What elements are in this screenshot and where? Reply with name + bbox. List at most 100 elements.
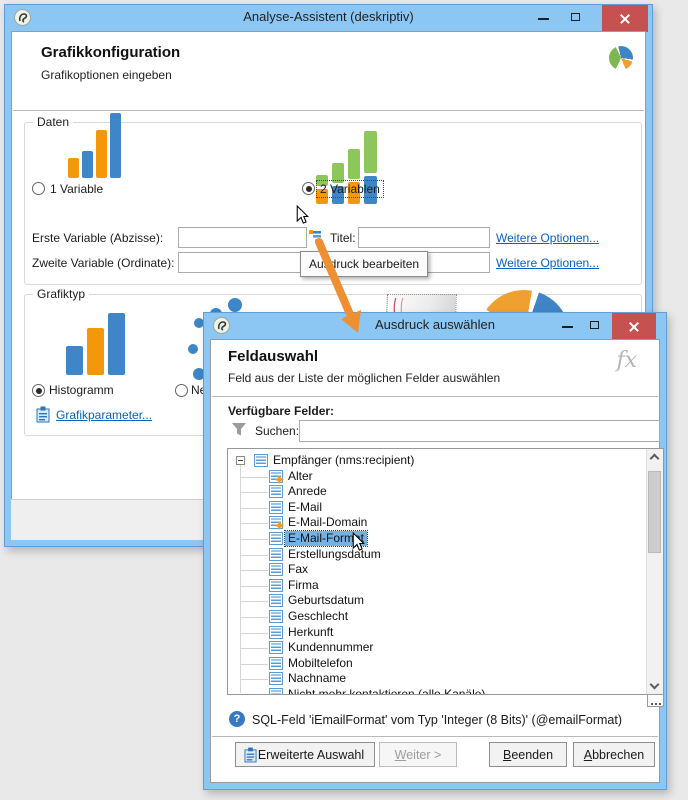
tree-item-kundennummer[interactable]: Kundennummer (228, 640, 646, 656)
tree-item-anrede[interactable]: Anrede (228, 484, 646, 500)
tree-item-alter[interactable]: Alter (228, 469, 646, 485)
window2-content: Feldauswahl Feld aus der Liste der mögli… (210, 339, 664, 783)
next-button[interactable]: Weiter > (379, 742, 457, 767)
tree-item-e-mail[interactable]: E-Mail (228, 500, 646, 516)
tree-scrollbar[interactable] (646, 449, 663, 694)
clipboard-icon (36, 406, 50, 428)
tree-more-button[interactable] (647, 694, 664, 707)
tree-item-label: Mobiltelefon (288, 655, 353, 670)
collapse-icon[interactable] (236, 456, 245, 465)
dialog-subtitle: Feld aus der Liste der möglichen Felder … (228, 371, 501, 385)
tree-root[interactable]: Empfänger (nms:recipient) (228, 453, 646, 469)
maximize-button[interactable] (565, 9, 589, 27)
tree-connector (241, 679, 268, 681)
app-icon (14, 9, 31, 26)
tree-connector (241, 539, 268, 540)
tree-item-label: Herkunft (288, 624, 334, 639)
grafikparameter-link[interactable]: Grafikparameter... (56, 408, 153, 422)
tree-item-label: Alter (288, 468, 313, 483)
tree-item-fax[interactable]: Fax (228, 562, 646, 578)
page-subtitle: Grafikoptionen eingeben (41, 68, 172, 82)
list-field-icon (269, 532, 283, 545)
mouse-cursor (296, 205, 309, 224)
scroll-up-icon[interactable] (649, 453, 660, 464)
tree-connector (241, 507, 268, 509)
list-field-icon (254, 454, 268, 467)
help-icon: ? (229, 711, 245, 727)
close-button[interactable] (602, 5, 648, 32)
window1-titlebar[interactable]: Analyse-Assistent (deskriptiv) (5, 5, 652, 32)
close-button[interactable] (612, 313, 656, 340)
tree-connector (241, 554, 268, 556)
dialog-title: Feldauswahl (228, 348, 319, 365)
advanced-selection-button[interactable]: Erweiterte Auswahl (235, 742, 375, 767)
page-title: Grafikkonfiguration (41, 44, 181, 61)
tree-item-geschlecht[interactable]: Geschlecht (228, 609, 646, 625)
tree-item-nicht-mehr-kontaktieren-alle-kan-le-[interactable]: Nicht mehr kontaktieren (alle Kanäle) (228, 687, 646, 694)
tree-connector (241, 570, 268, 572)
radio-2-variables-label[interactable]: 2 Variablen (316, 180, 384, 198)
search-input[interactable] (299, 420, 660, 442)
radio-histogramm[interactable] (32, 384, 45, 397)
tree-item-e-mail-domain[interactable]: E-Mail-Domain (228, 515, 646, 531)
tree-connector (241, 585, 268, 587)
minimize-button[interactable] (532, 9, 556, 27)
first-variable-input[interactable] (178, 227, 307, 248)
tree-root-label: Empfänger (nms:recipient) (273, 453, 415, 467)
radio-1-variable-label[interactable]: 1 Variable (50, 182, 104, 196)
second-variable-input[interactable] (178, 252, 307, 273)
list-field-icon (269, 672, 283, 686)
cancel-button[interactable]: Abbrechen (573, 742, 655, 767)
tree-item-geburtsdatum[interactable]: Geburtsdatum (228, 593, 646, 609)
radio-2-variables[interactable] (302, 182, 315, 195)
available-fields-label: Verfügbare Felder: (228, 404, 335, 418)
minimize-button[interactable] (556, 317, 580, 335)
tree-item-label: Kundennummer (288, 640, 374, 655)
tree-item-nachname[interactable]: Nachname (228, 671, 646, 687)
app-icon (213, 317, 230, 334)
tree-item-label: E-Mail-Format (283, 530, 369, 547)
status-text: SQL-Feld 'iEmailFormat' vom Typ 'Integer… (252, 713, 623, 727)
tree-item-label: E-Mail-Domain (288, 515, 368, 530)
window1-title: Analyse-Assistent (deskriptiv) (243, 9, 414, 24)
tree-item-label: Fax (288, 562, 309, 577)
callout-arrow (315, 238, 361, 333)
list-field-icon (269, 641, 283, 655)
tree-item-label: Geschlecht (288, 609, 349, 623)
fx-icon: fx (616, 348, 637, 373)
second-variable-label: Zweite Variable (Ordinate): (32, 256, 175, 270)
window2-titlebar[interactable]: Ausdruck auswählen (204, 313, 666, 340)
tree-item-label: Erstellungsdatum (288, 546, 381, 561)
filter-funnel-icon (231, 422, 247, 438)
gear-icon (277, 476, 282, 482)
more-options-link-2[interactable]: Weitere Optionen... (496, 256, 600, 270)
scroll-down-icon[interactable] (649, 679, 660, 690)
tree-connector (241, 523, 268, 525)
tree-connector (240, 463, 241, 693)
maximize-button[interactable] (584, 317, 608, 335)
radio-net[interactable] (175, 384, 188, 397)
finish-button[interactable]: Beenden (489, 742, 567, 767)
radio-1-variable[interactable] (32, 182, 45, 195)
clipboard-icon (244, 747, 257, 771)
radio-histogramm-label[interactable]: Histogramm (49, 383, 114, 397)
tree-item-erstellungsdatum[interactable]: Erstellungsdatum (228, 547, 646, 563)
list-field-icon (269, 547, 283, 561)
group-daten-label: Daten (33, 115, 74, 129)
scrollbar-thumb[interactable] (648, 471, 661, 553)
tree-item-mobiltelefon[interactable]: Mobiltelefon (228, 656, 646, 672)
tree-connector (241, 492, 268, 494)
field-tree[interactable]: Empfänger (nms:recipient) Alter Anrede E-Ma… (227, 448, 664, 695)
list-field-icon (269, 563, 283, 577)
tree-item-herkunft[interactable]: Herkunft (228, 625, 646, 641)
first-variable-label: Erste Variable (Abzisse): (32, 231, 164, 245)
group-grafiktyp-label: Grafiktyp (33, 287, 90, 301)
more-options-link-1[interactable]: Weitere Optionen... (496, 231, 600, 245)
tree-item-label: E-Mail (288, 499, 323, 514)
tree-item-firma[interactable]: Firma (228, 578, 646, 594)
title-input[interactable] (358, 227, 490, 248)
list-field-icon (269, 656, 283, 670)
tree-item-e-mail-format[interactable]: E-Mail-Format (228, 530, 646, 547)
tree-connector (241, 601, 268, 603)
list-field-icon (269, 610, 283, 623)
